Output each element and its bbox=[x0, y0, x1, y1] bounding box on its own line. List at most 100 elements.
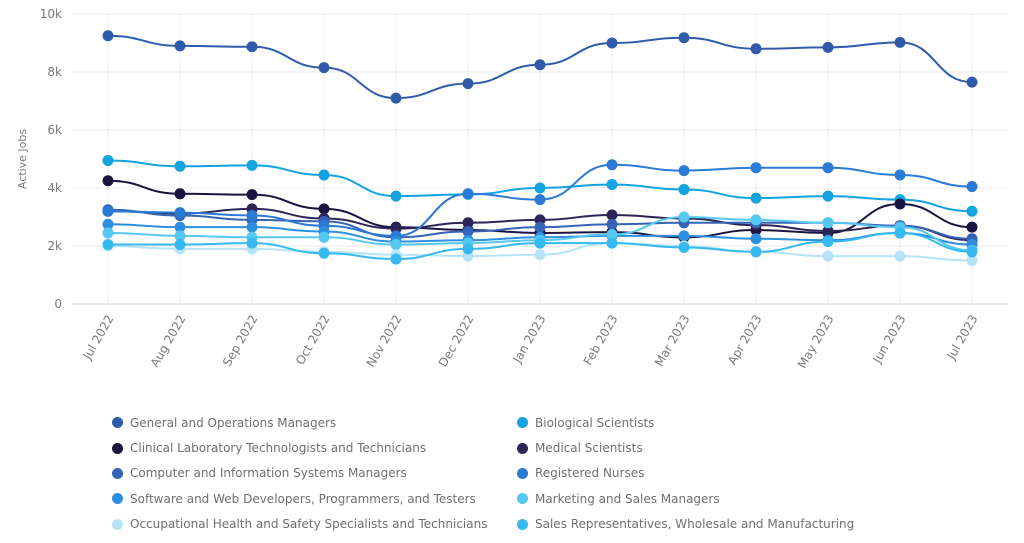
data-point bbox=[390, 190, 402, 202]
legend-dot-icon bbox=[517, 467, 528, 479]
data-point bbox=[318, 169, 330, 181]
data-point bbox=[102, 227, 114, 239]
legend-item[interactable]: Occupational Health and Safety Specialis… bbox=[112, 516, 517, 533]
data-point bbox=[174, 221, 186, 233]
legend-label: Registered Nurses bbox=[535, 466, 645, 481]
data-point bbox=[246, 237, 258, 249]
y-axis: 0 2k 4k 6k 8k 10k bbox=[40, 7, 62, 311]
series-points bbox=[102, 30, 978, 266]
x-tick-label: May 2023 bbox=[795, 313, 837, 371]
legend-dot-icon bbox=[112, 518, 123, 530]
x-tick-label: Dec 2022 bbox=[436, 313, 477, 370]
legend-label: Occupational Health and Safety Specialis… bbox=[130, 517, 488, 532]
data-point bbox=[606, 218, 618, 230]
x-tick-label: Feb 2023 bbox=[581, 313, 621, 368]
x-tick-label: Apr 2023 bbox=[725, 313, 765, 368]
data-point bbox=[966, 205, 978, 217]
legend-label: Clinical Laboratory Technologists and Te… bbox=[130, 441, 427, 456]
data-point bbox=[174, 239, 186, 251]
data-point bbox=[102, 239, 114, 251]
data-point bbox=[606, 228, 618, 240]
data-point bbox=[750, 192, 762, 204]
grid bbox=[72, 13, 1008, 305]
y-tick-label: 0 bbox=[54, 297, 62, 311]
data-point bbox=[966, 76, 978, 88]
legend-item[interactable]: Medical Scientists bbox=[517, 439, 937, 456]
data-point bbox=[750, 233, 762, 245]
data-point bbox=[606, 179, 618, 191]
data-point bbox=[534, 221, 546, 233]
data-point bbox=[750, 162, 762, 174]
data-point bbox=[678, 230, 690, 242]
data-point bbox=[822, 236, 834, 248]
data-point bbox=[894, 198, 906, 210]
data-point bbox=[534, 249, 546, 261]
data-point bbox=[606, 237, 618, 249]
data-point bbox=[894, 250, 906, 262]
y-tick-label: 6k bbox=[47, 123, 62, 137]
data-point bbox=[462, 226, 474, 237]
data-point bbox=[966, 221, 978, 233]
legend-item[interactable]: General and Operations Managers bbox=[112, 414, 517, 431]
data-point bbox=[318, 247, 330, 259]
data-point bbox=[966, 255, 978, 266]
data-point bbox=[822, 41, 834, 53]
data-point bbox=[822, 225, 834, 237]
legend-dot-icon bbox=[517, 518, 528, 530]
x-tick-label: Jul 2023 bbox=[944, 313, 981, 363]
data-point bbox=[750, 214, 762, 226]
data-point bbox=[462, 78, 474, 90]
data-point bbox=[894, 227, 906, 239]
legend-item[interactable]: Software and Web Developers, Programmers… bbox=[112, 490, 517, 507]
data-point bbox=[678, 183, 690, 195]
data-point bbox=[966, 181, 978, 193]
legend-label: Biological Scientists bbox=[535, 415, 655, 430]
data-point bbox=[822, 162, 834, 174]
data-point bbox=[174, 207, 186, 219]
data-point bbox=[102, 205, 114, 217]
legend-dot-icon bbox=[517, 493, 528, 505]
legend-label: Marketing and Sales Managers bbox=[535, 491, 720, 506]
data-point bbox=[174, 188, 186, 200]
y-tick-label: 8k bbox=[47, 65, 62, 79]
legend-dot-icon bbox=[112, 442, 123, 454]
data-point bbox=[318, 62, 330, 74]
legend-item[interactable]: Marketing and Sales Managers bbox=[517, 490, 937, 507]
data-point bbox=[678, 211, 690, 223]
legend-item[interactable]: Computer and Information Systems Manager… bbox=[112, 465, 517, 482]
data-point bbox=[606, 209, 618, 221]
y-tick-label: 10k bbox=[40, 7, 62, 21]
data-point bbox=[750, 246, 762, 258]
data-point bbox=[678, 241, 690, 253]
legend-item[interactable]: Clinical Laboratory Technologists and Te… bbox=[112, 439, 517, 456]
x-tick-label: Jan 2023 bbox=[510, 313, 549, 367]
x-tick-label: Aug 2022 bbox=[148, 313, 189, 370]
legend-item[interactable]: Sales Representatives, Wholesale and Man… bbox=[517, 516, 937, 533]
data-point bbox=[174, 40, 186, 52]
data-point bbox=[750, 43, 762, 55]
legend-dot-icon bbox=[112, 467, 123, 479]
data-point bbox=[966, 246, 978, 258]
data-point bbox=[462, 243, 474, 255]
legend-dot-icon bbox=[112, 417, 123, 429]
legend-item[interactable]: Biological Scientists bbox=[517, 414, 937, 431]
legend-item[interactable]: Registered Nurses bbox=[517, 465, 937, 482]
x-tick-label: Jun 2023 bbox=[869, 313, 908, 367]
y-tick-label: 4k bbox=[47, 181, 62, 195]
legend-label: Sales Representatives, Wholesale and Man… bbox=[535, 517, 855, 532]
data-point bbox=[246, 221, 258, 233]
legend-dot-icon bbox=[112, 493, 123, 505]
data-point bbox=[246, 41, 258, 53]
data-point bbox=[102, 30, 114, 42]
legend-label: Medical Scientists bbox=[535, 441, 643, 456]
data-point bbox=[318, 203, 330, 215]
data-point bbox=[534, 194, 546, 206]
y-axis-label: Active Jobs bbox=[16, 129, 29, 189]
data-point bbox=[822, 250, 834, 262]
x-tick-label: Jul 2022 bbox=[80, 313, 117, 363]
data-point bbox=[534, 182, 546, 194]
legend-dot-icon bbox=[517, 417, 528, 429]
data-point bbox=[678, 32, 690, 44]
data-point bbox=[102, 218, 114, 230]
data-point bbox=[174, 230, 186, 242]
